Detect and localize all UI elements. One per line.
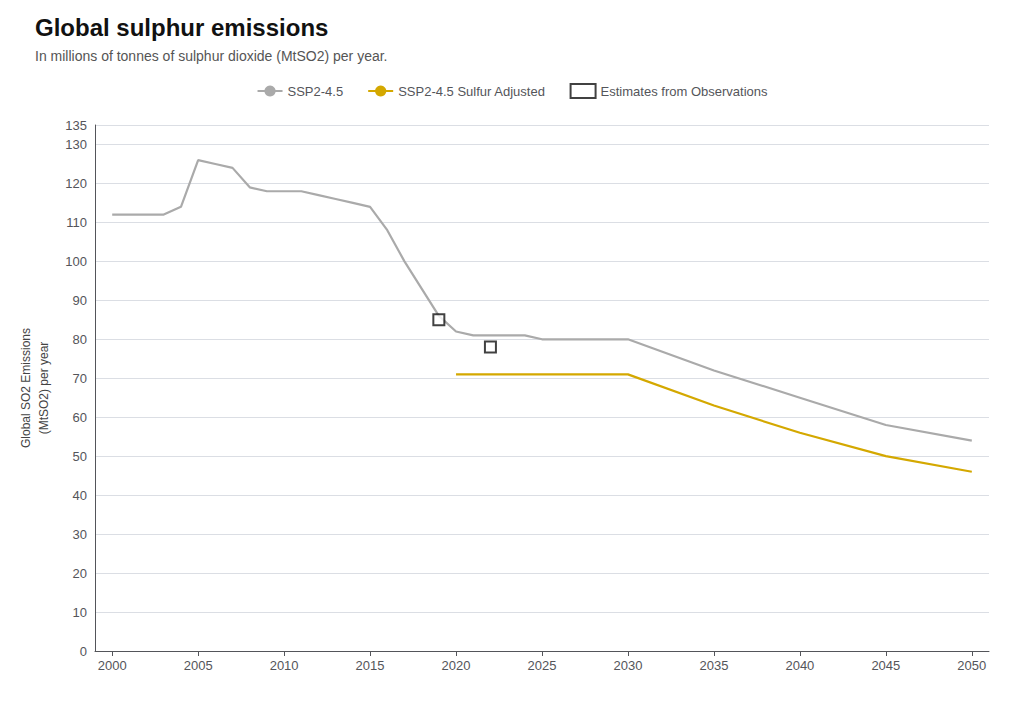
svg-text:70: 70 bbox=[73, 371, 87, 386]
svg-text:135: 135 bbox=[65, 118, 87, 133]
svg-text:0: 0 bbox=[80, 644, 87, 659]
svg-text:In millions of tonnes of sulph: In millions of tonnes of sulphur dioxide… bbox=[35, 48, 388, 64]
svg-text:2015: 2015 bbox=[356, 658, 385, 673]
svg-text:2040: 2040 bbox=[785, 658, 814, 673]
svg-text:2005: 2005 bbox=[184, 658, 213, 673]
svg-text:50: 50 bbox=[73, 449, 87, 464]
svg-text:2035: 2035 bbox=[699, 658, 728, 673]
svg-text:2010: 2010 bbox=[270, 658, 299, 673]
svg-text:Estimates from Observations: Estimates from Observations bbox=[601, 84, 768, 99]
svg-text:Global SO2 Emissions: Global SO2 Emissions bbox=[19, 328, 33, 448]
svg-text:2000: 2000 bbox=[98, 658, 127, 673]
svg-text:SSP2-4.5: SSP2-4.5 bbox=[288, 84, 344, 99]
svg-text:2045: 2045 bbox=[871, 658, 900, 673]
svg-text:Global sulphur emissions: Global sulphur emissions bbox=[35, 14, 328, 41]
svg-text:SSP2-4.5 Sulfur Adjusted: SSP2-4.5 Sulfur Adjusted bbox=[398, 84, 545, 99]
svg-text:(MtSO2) per year: (MtSO2) per year bbox=[37, 342, 51, 435]
svg-text:130: 130 bbox=[65, 137, 87, 152]
svg-text:40: 40 bbox=[73, 488, 87, 503]
svg-text:60: 60 bbox=[73, 410, 87, 425]
svg-text:80: 80 bbox=[73, 332, 87, 347]
svg-text:30: 30 bbox=[73, 527, 87, 542]
svg-text:2025: 2025 bbox=[528, 658, 557, 673]
svg-text:2030: 2030 bbox=[614, 658, 643, 673]
svg-text:100: 100 bbox=[65, 254, 87, 269]
svg-text:2050: 2050 bbox=[957, 658, 986, 673]
svg-text:2020: 2020 bbox=[442, 658, 471, 673]
svg-text:10: 10 bbox=[73, 605, 87, 620]
svg-text:120: 120 bbox=[65, 176, 87, 191]
svg-text:90: 90 bbox=[73, 293, 87, 308]
svg-text:20: 20 bbox=[73, 566, 87, 581]
svg-text:110: 110 bbox=[66, 215, 87, 230]
